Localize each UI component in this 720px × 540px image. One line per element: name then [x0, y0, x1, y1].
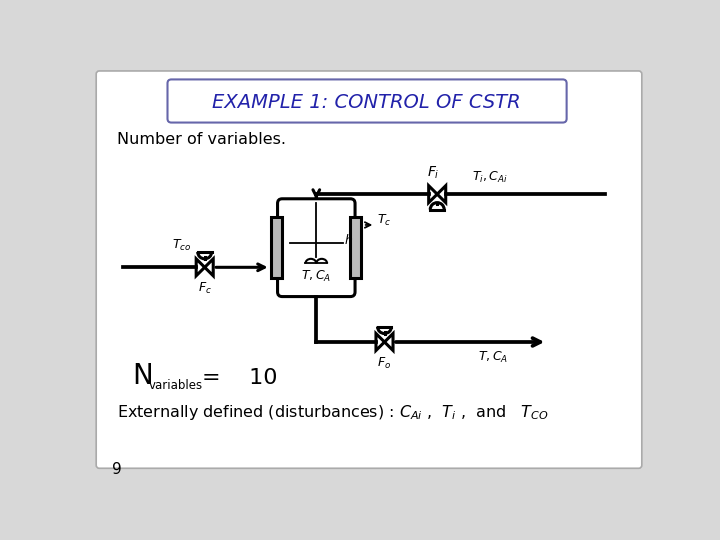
- Text: $T, C_A$: $T, C_A$: [301, 269, 331, 284]
- FancyBboxPatch shape: [96, 71, 642, 468]
- Text: 9: 9: [112, 462, 122, 477]
- FancyBboxPatch shape: [277, 199, 355, 296]
- Text: Externally defined (disturbances) : $C_{Ai}$ ,  $T_i$ ,  and   $T_{CO}$: Externally defined (disturbances) : $C_{…: [117, 403, 549, 422]
- Text: Number of variables.: Number of variables.: [117, 132, 286, 147]
- Text: EXAMPLE 1: CONTROL OF CSTR: EXAMPLE 1: CONTROL OF CSTR: [212, 93, 521, 112]
- Text: variables: variables: [149, 379, 203, 392]
- Bar: [351, 217, 361, 278]
- Text: $F_c$: $F_c$: [198, 281, 212, 296]
- Text: $F_i$: $F_i$: [427, 164, 440, 181]
- Text: $T, C_A$: $T, C_A$: [478, 350, 508, 365]
- Text: =    10: = 10: [202, 368, 278, 388]
- Bar: [271, 217, 282, 278]
- Text: $h$: $h$: [344, 233, 354, 247]
- FancyBboxPatch shape: [168, 79, 567, 123]
- Text: $T_i, C_{Ai}$: $T_i, C_{Ai}$: [472, 170, 508, 185]
- Text: $F_o$: $F_o$: [377, 356, 392, 371]
- Text: $T_{co}$: $T_{co}$: [172, 238, 191, 253]
- Text: $T_c$: $T_c$: [377, 213, 391, 228]
- Text: N: N: [132, 362, 153, 390]
